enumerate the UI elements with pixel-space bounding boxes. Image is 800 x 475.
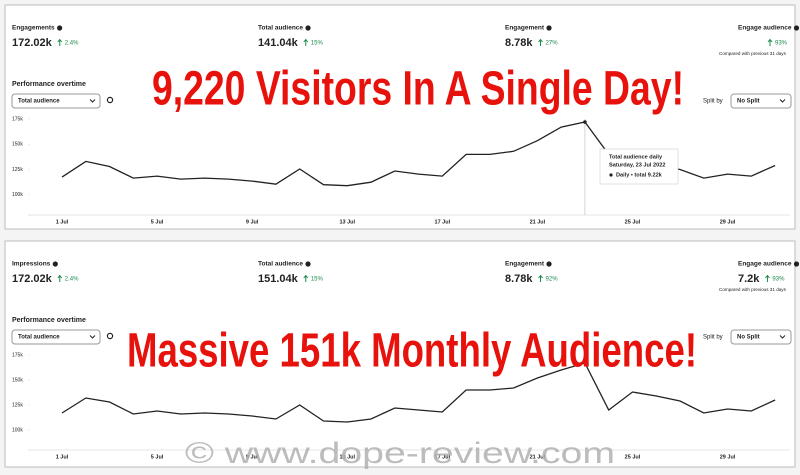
headline: 9,220 Visitors In A Single Day! bbox=[152, 63, 684, 116]
metric-label: Impressions bbox=[12, 261, 51, 268]
dropdown[interactable] bbox=[11, 329, 101, 345]
info-icon bbox=[546, 25, 552, 31]
x-tick-label: 9 Jul bbox=[246, 454, 259, 460]
y-tick-label: 175k bbox=[12, 352, 23, 358]
tooltip-title: Total audience daily bbox=[609, 154, 663, 160]
info-icon bbox=[305, 261, 311, 267]
up-arrow bbox=[303, 274, 309, 282]
up-arrow bbox=[303, 38, 309, 46]
metric-value: 172.02k bbox=[12, 273, 53, 285]
info-icon bbox=[57, 25, 63, 31]
headline: Massive 151k Monthly Audience! bbox=[127, 325, 697, 378]
data-line bbox=[61, 362, 776, 423]
y-tick-label: 150k bbox=[12, 377, 23, 383]
panel bbox=[4, 4, 796, 230]
y-tick-label: 175k bbox=[12, 116, 23, 122]
up-arrow bbox=[538, 38, 543, 46]
metric-change: 93% bbox=[775, 41, 788, 47]
metric-label: Engagement bbox=[505, 261, 545, 268]
split-label: Split by bbox=[703, 335, 723, 341]
y-tick-label: 125k bbox=[12, 402, 23, 408]
hover-dot bbox=[583, 120, 587, 124]
y-tick-label: 150k bbox=[12, 142, 23, 148]
metric-change: 93% bbox=[772, 277, 785, 283]
dropdown-value: Total audience bbox=[18, 335, 60, 341]
metric-change: 2.4% bbox=[65, 41, 79, 47]
metric-change: 92% bbox=[546, 277, 559, 283]
dropdown-value: Total audience bbox=[18, 99, 60, 105]
metric-value: 172.02k bbox=[12, 37, 53, 49]
x-tick-label: 1 Jul bbox=[56, 454, 69, 460]
x-tick-label: 29 Jul bbox=[720, 219, 736, 225]
chevron bbox=[89, 335, 96, 339]
metric-value: 151.04k bbox=[258, 273, 299, 285]
split-value: No Split bbox=[737, 335, 760, 341]
x-tick-label: 17 Jul bbox=[435, 454, 451, 460]
x-tick-label: 21 Jul bbox=[530, 454, 546, 460]
chevron bbox=[89, 99, 96, 103]
dropdown[interactable] bbox=[11, 93, 101, 109]
info-icon bbox=[793, 261, 800, 267]
y-tick-label: 125k bbox=[12, 167, 23, 173]
x-tick-label: 17 Jul bbox=[435, 219, 451, 225]
x-tick-label: 1 Jul bbox=[56, 219, 69, 225]
comparison-note: Compared with previous 31 days bbox=[719, 287, 787, 292]
info-icon bbox=[793, 25, 800, 31]
y-tick-label: 100k bbox=[12, 192, 23, 198]
up-arrow bbox=[767, 38, 773, 46]
section-title: Performance overtime bbox=[12, 317, 86, 324]
metric-change: 15% bbox=[311, 41, 324, 47]
y-tick-label: 100k bbox=[12, 427, 23, 433]
panel bbox=[4, 240, 796, 468]
metric-value: 8.78k bbox=[505, 37, 533, 49]
x-tick-label: 5 Jul bbox=[151, 454, 164, 460]
info-icon bbox=[52, 261, 58, 267]
tooltip bbox=[599, 148, 679, 185]
section-title: Performance overtime bbox=[12, 81, 86, 88]
tooltip-date: Saturday, 23 Jul 2022 bbox=[609, 162, 666, 168]
x-tick-label: 13 Jul bbox=[339, 454, 355, 460]
x-tick-label: 5 Jul bbox=[151, 219, 164, 225]
split-value: No Split bbox=[737, 99, 760, 105]
tooltip-swatch bbox=[609, 173, 613, 177]
settings-icon bbox=[106, 96, 114, 104]
x-tick-label: 25 Jul bbox=[625, 454, 641, 460]
metric-value: 8.78k bbox=[505, 273, 533, 285]
up-arrow bbox=[57, 274, 63, 282]
metric-label: Total audience bbox=[258, 261, 303, 268]
metric-change: 27% bbox=[546, 41, 559, 47]
metric-value: 7.2k bbox=[738, 273, 760, 285]
info-icon bbox=[546, 261, 552, 267]
split-dropdown[interactable] bbox=[730, 93, 792, 109]
chevron bbox=[779, 99, 786, 103]
metric-label: Engagement bbox=[505, 25, 545, 32]
metric-label: Engage audience bbox=[738, 261, 792, 268]
x-tick-label: 13 Jul bbox=[339, 219, 355, 225]
x-tick-label: 25 Jul bbox=[625, 219, 641, 225]
metric-change: 2.4% bbox=[65, 277, 79, 283]
up-arrow bbox=[765, 274, 770, 282]
x-tick-label: 29 Jul bbox=[720, 454, 736, 460]
split-dropdown[interactable] bbox=[730, 329, 792, 345]
watermark: © www.dope-review.com bbox=[185, 437, 615, 470]
split-label: Split by bbox=[703, 99, 723, 105]
tooltip-line: Daily • total 9.22k bbox=[616, 172, 663, 178]
metric-label: Total audience bbox=[258, 25, 303, 32]
metric-label: Engagements bbox=[12, 25, 55, 32]
up-arrow bbox=[57, 38, 63, 46]
metric-label: Engage audience bbox=[738, 25, 792, 32]
x-tick-label: 21 Jul bbox=[530, 219, 546, 225]
settings-icon bbox=[106, 332, 114, 340]
up-arrow bbox=[538, 274, 543, 282]
comparison-note: Compared with previous 31 days bbox=[719, 51, 787, 56]
metric-change: 15% bbox=[311, 277, 324, 283]
info-icon bbox=[305, 25, 311, 31]
metric-value: 141.04k bbox=[258, 37, 299, 49]
chevron bbox=[779, 335, 786, 339]
x-tick-label: 9 Jul bbox=[246, 219, 259, 225]
